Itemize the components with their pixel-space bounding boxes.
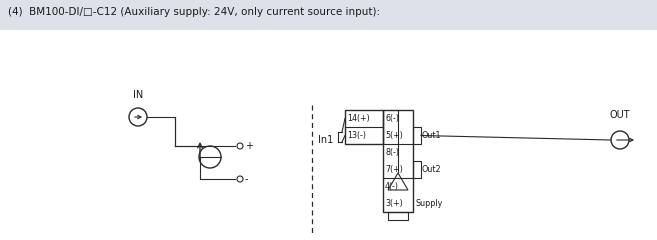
Bar <box>413 161 421 178</box>
Text: 8(-): 8(-) <box>385 148 399 157</box>
Text: Out2: Out2 <box>422 165 442 174</box>
Text: OUT: OUT <box>610 110 630 120</box>
Text: 4(-): 4(-) <box>385 182 399 191</box>
Bar <box>383 110 413 212</box>
Bar <box>345 110 383 144</box>
Bar <box>0 30 657 240</box>
Bar <box>388 212 408 220</box>
Text: In1: In1 <box>318 135 333 145</box>
Text: IN: IN <box>133 90 143 100</box>
Text: 5(+): 5(+) <box>385 131 403 140</box>
Text: +: + <box>245 141 253 151</box>
Text: 3(+): 3(+) <box>385 199 403 208</box>
Text: 6(-): 6(-) <box>385 114 399 123</box>
Text: 13(-): 13(-) <box>347 131 366 140</box>
Text: -: - <box>245 174 248 184</box>
Bar <box>413 127 421 144</box>
Text: Out1: Out1 <box>422 131 442 140</box>
Text: (4)  BM100-DI/□-C12 (Auxiliary supply: 24V, only current source input):: (4) BM100-DI/□-C12 (Auxiliary supply: 24… <box>8 7 380 17</box>
Text: 14(+): 14(+) <box>347 114 370 123</box>
Text: Supply: Supply <box>415 199 442 208</box>
Text: 7(+): 7(+) <box>385 165 403 174</box>
